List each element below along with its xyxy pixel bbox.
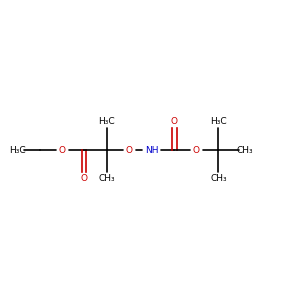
Text: O: O: [171, 117, 178, 126]
Text: CH₃: CH₃: [210, 174, 227, 183]
Text: O: O: [193, 146, 200, 154]
Text: CH₃: CH₃: [99, 174, 115, 183]
Text: O: O: [80, 174, 88, 183]
Text: NH: NH: [145, 146, 158, 154]
Text: H₃C: H₃C: [99, 117, 115, 126]
Text: H₃C: H₃C: [9, 146, 26, 154]
Text: H₃C: H₃C: [210, 117, 227, 126]
Text: CH₃: CH₃: [237, 146, 254, 154]
Text: O: O: [59, 146, 66, 154]
Text: O: O: [126, 146, 133, 154]
